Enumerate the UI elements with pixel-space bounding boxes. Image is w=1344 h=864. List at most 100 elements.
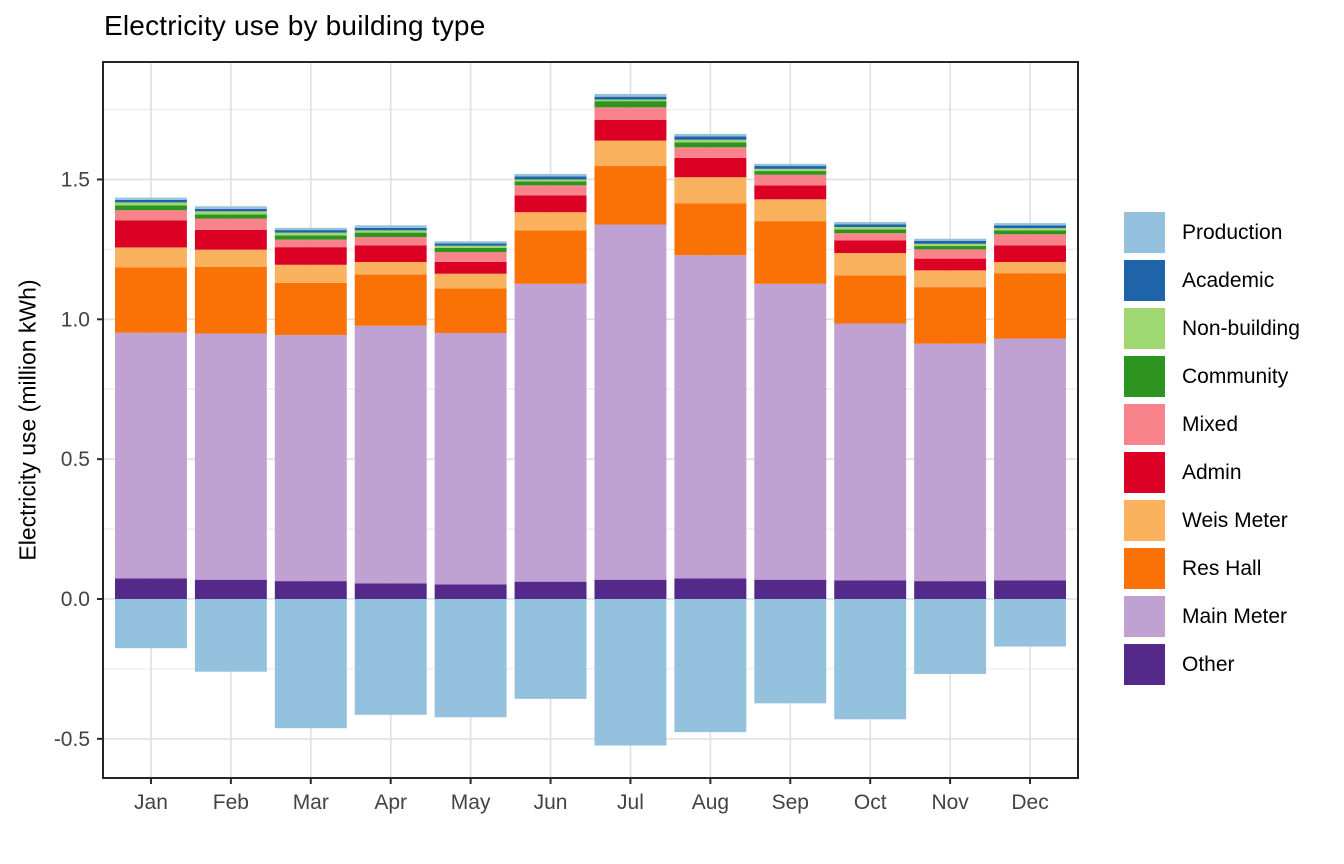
legend-swatch bbox=[1124, 500, 1165, 541]
bar-segment-other bbox=[354, 583, 427, 599]
bar-segment-academic bbox=[274, 230, 347, 233]
bar-segment-weis-meter bbox=[834, 253, 907, 276]
bar-segment-academic bbox=[914, 241, 987, 244]
legend-item-non-building: Non-building bbox=[1124, 308, 1300, 349]
bar-segment-community bbox=[434, 247, 507, 253]
legend-item-mixed: Mixed bbox=[1124, 404, 1300, 445]
bar-segment-non-building bbox=[354, 230, 427, 233]
bar-segment-mixed bbox=[594, 107, 667, 120]
bar-segment-production bbox=[994, 223, 1067, 226]
bar-segment-mixed bbox=[354, 237, 427, 246]
bar-segment-production bbox=[674, 133, 747, 137]
bar-segment-community bbox=[514, 181, 587, 186]
bar-segment-production bbox=[434, 241, 507, 244]
bar-segment-other bbox=[274, 581, 347, 599]
x-tick-label: Jun bbox=[534, 791, 568, 814]
bar-segment-community bbox=[114, 205, 187, 211]
bar-segment-non-building bbox=[194, 211, 267, 215]
bar-segment-academic bbox=[754, 166, 827, 169]
x-tick-label: Jan bbox=[134, 791, 168, 814]
legend-item-admin: Admin bbox=[1124, 452, 1300, 493]
bar-segment-weis-meter bbox=[754, 199, 827, 222]
bar-segment-community bbox=[594, 101, 667, 108]
x-tick-label: May bbox=[451, 791, 491, 814]
bar-segment-community bbox=[914, 246, 987, 250]
bar-segment-production bbox=[754, 163, 827, 167]
bar-segment-non-building bbox=[834, 227, 907, 230]
bar-segment-community bbox=[834, 229, 907, 234]
bar-segment-weis-meter bbox=[194, 249, 267, 268]
bar-segment-weis-meter bbox=[274, 264, 347, 283]
legend-item-res-hall: Res Hall bbox=[1124, 548, 1300, 589]
bar-segment-res-hall bbox=[194, 267, 267, 334]
bar-segment-academic bbox=[834, 224, 907, 228]
legend-item-weis-meter: Weis Meter bbox=[1124, 500, 1300, 541]
bar-segment-production bbox=[434, 599, 507, 718]
bar-segment-admin bbox=[274, 247, 347, 265]
bar-segment-admin bbox=[354, 245, 427, 262]
bar-segment-other bbox=[834, 580, 907, 599]
bar-segment-community bbox=[274, 235, 347, 240]
bar-segment-production bbox=[834, 599, 907, 720]
bar-segment-community bbox=[754, 171, 827, 175]
bar-segment-production bbox=[514, 599, 587, 699]
bar-segment-weis-meter bbox=[434, 273, 507, 289]
bar-segment-mixed bbox=[754, 174, 827, 186]
x-tick-label: Nov bbox=[931, 791, 969, 814]
bar-segment-non-building bbox=[274, 232, 347, 236]
legend: Production Academic Non-building Community M… bbox=[1124, 212, 1300, 685]
legend-label: Academic bbox=[1182, 268, 1275, 292]
bar-segment-res-hall bbox=[354, 274, 427, 326]
bar-segment-mixed bbox=[914, 249, 987, 259]
legend-label: Weis Meter bbox=[1182, 508, 1288, 532]
bar-segment-production bbox=[994, 599, 1067, 647]
bar-segment-academic bbox=[594, 96, 667, 100]
bar-segment-academic bbox=[114, 199, 187, 203]
x-tick-label: Mar bbox=[293, 791, 329, 814]
bar-segment-production bbox=[914, 599, 987, 674]
y-tick-label: 0.5 bbox=[61, 448, 90, 471]
bar-segment-main-meter bbox=[114, 332, 187, 579]
bar-segment-mixed bbox=[274, 239, 347, 248]
bar-segment-non-building bbox=[674, 139, 747, 143]
legend-label: Mixed bbox=[1182, 412, 1239, 436]
legend-swatch bbox=[1124, 356, 1165, 397]
legend-swatch bbox=[1124, 404, 1165, 445]
bar-segment-mixed bbox=[834, 233, 907, 241]
bar-segment-admin bbox=[194, 229, 267, 250]
legend-swatch bbox=[1124, 308, 1165, 349]
bar-segment-res-hall bbox=[594, 166, 667, 225]
bar-segment-other bbox=[114, 578, 187, 599]
bar-segment-other bbox=[594, 579, 667, 599]
bar-segment-main-meter bbox=[434, 333, 507, 585]
bar-segment-community bbox=[194, 214, 267, 219]
bar-segment-non-building bbox=[914, 243, 987, 247]
bar-segment-weis-meter bbox=[674, 177, 747, 204]
bar-segment-production bbox=[274, 599, 347, 729]
bar-segment-production bbox=[274, 227, 347, 231]
bar-segment-res-hall bbox=[674, 203, 747, 256]
x-tick-label: Aug bbox=[692, 791, 729, 814]
bar-segment-res-hall bbox=[434, 288, 507, 334]
bar-segment-other bbox=[194, 579, 267, 599]
legend-label: Main Meter bbox=[1182, 604, 1288, 628]
bar-segment-res-hall bbox=[994, 273, 1067, 339]
bar-segment-production bbox=[674, 599, 747, 733]
bar-segment-admin bbox=[834, 240, 907, 254]
bar-segment-weis-meter bbox=[914, 270, 987, 288]
bar-segment-res-hall bbox=[514, 230, 587, 284]
bar-segment-non-building bbox=[754, 168, 827, 172]
bar-segment-production bbox=[914, 238, 987, 241]
bar-segment-non-building bbox=[994, 228, 1067, 231]
bar-segment-res-hall bbox=[914, 287, 987, 344]
bar-segment-admin bbox=[994, 245, 1067, 262]
bar-segment-admin bbox=[514, 195, 587, 213]
bar-segment-non-building bbox=[514, 179, 587, 182]
bar-segment-academic bbox=[194, 208, 267, 212]
legend-swatch bbox=[1124, 260, 1165, 301]
legend-label: Other bbox=[1182, 652, 1235, 676]
bar-segment-admin bbox=[914, 258, 987, 271]
bar-segment-production bbox=[514, 173, 587, 177]
bar-segment-res-hall bbox=[834, 275, 907, 324]
